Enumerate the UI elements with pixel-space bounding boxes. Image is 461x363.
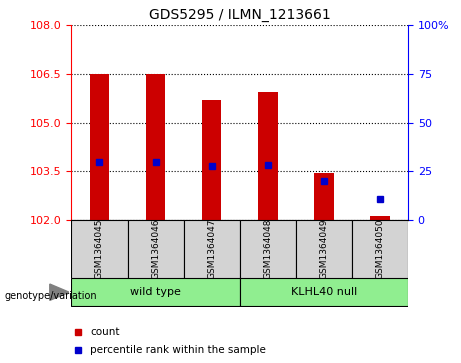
Text: genotype/variation: genotype/variation — [5, 291, 97, 301]
Title: GDS5295 / ILMN_1213661: GDS5295 / ILMN_1213661 — [149, 8, 331, 22]
Bar — [314, 173, 334, 220]
Text: GSM1364050: GSM1364050 — [375, 218, 384, 279]
FancyBboxPatch shape — [71, 278, 240, 306]
FancyBboxPatch shape — [128, 220, 183, 278]
FancyBboxPatch shape — [240, 278, 408, 306]
FancyBboxPatch shape — [183, 220, 240, 278]
Bar — [202, 100, 221, 220]
FancyBboxPatch shape — [71, 220, 128, 278]
Text: GSM1364046: GSM1364046 — [151, 219, 160, 279]
Text: GSM1364047: GSM1364047 — [207, 219, 216, 279]
Text: count: count — [90, 327, 119, 337]
Text: GSM1364048: GSM1364048 — [263, 219, 272, 279]
Bar — [146, 74, 165, 220]
Polygon shape — [50, 284, 69, 301]
Bar — [370, 216, 390, 220]
FancyBboxPatch shape — [296, 220, 352, 278]
Bar — [90, 74, 109, 220]
FancyBboxPatch shape — [352, 220, 408, 278]
FancyBboxPatch shape — [240, 220, 296, 278]
Text: GSM1364045: GSM1364045 — [95, 219, 104, 279]
Bar — [258, 92, 278, 220]
Text: KLHL40 null: KLHL40 null — [291, 287, 357, 297]
Text: percentile rank within the sample: percentile rank within the sample — [90, 345, 266, 355]
Text: GSM1364049: GSM1364049 — [319, 219, 328, 279]
Text: wild type: wild type — [130, 287, 181, 297]
